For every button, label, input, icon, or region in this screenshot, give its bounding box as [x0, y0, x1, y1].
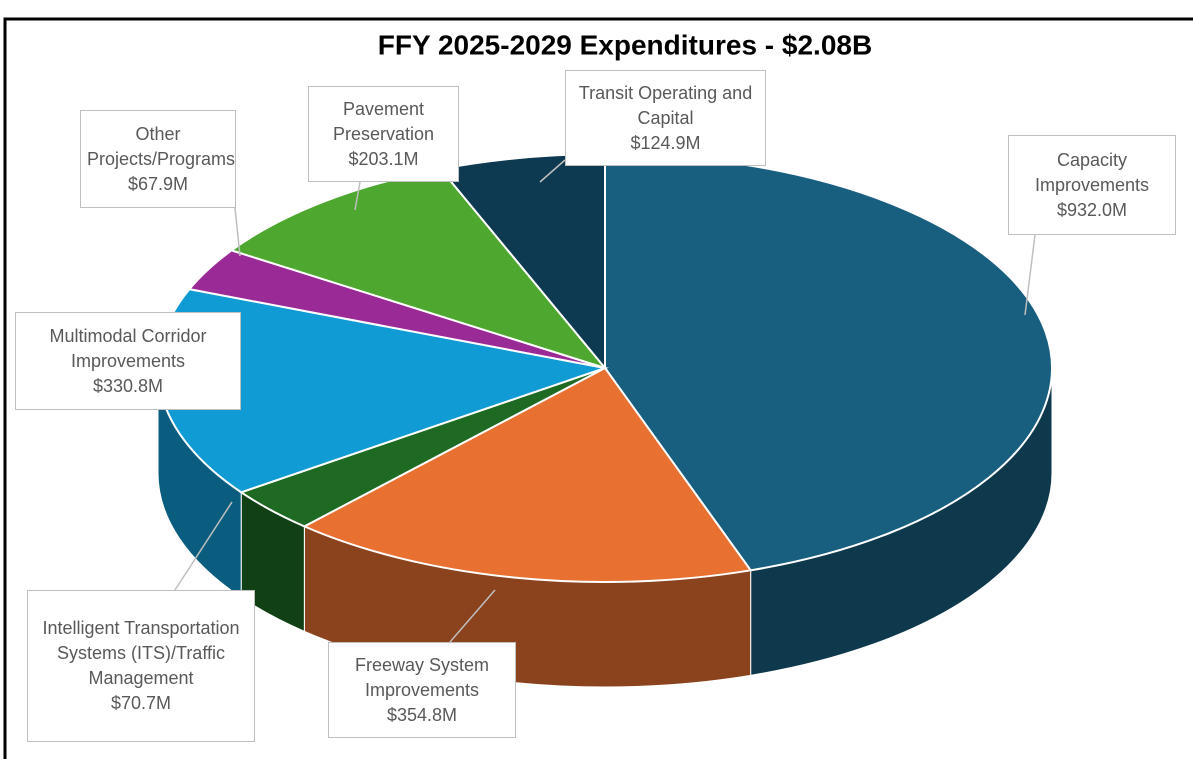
label-name: Freeway System Improvements	[354, 654, 490, 700]
leader-line	[1024, 234, 1036, 316]
leader-line	[449, 589, 496, 643]
data-label: Freeway System Improvements $354.8M	[328, 642, 516, 738]
data-label: Capacity Improvements $932.0M	[1008, 135, 1176, 235]
label-value: $330.8M	[92, 375, 164, 396]
label-value: $354.8M	[386, 704, 458, 725]
leader-line	[174, 501, 233, 591]
leader-line	[354, 181, 361, 211]
slice	[302, 366, 753, 583]
data-label: Other Projects/Programs $67.9M	[80, 110, 236, 208]
data-label: Intelligent Transportation Systems (ITS)…	[27, 590, 255, 742]
leader-line	[234, 207, 241, 257]
data-label: Multimodal Corridor Improvements $330.8M	[15, 312, 241, 410]
label-name: Transit Operating and Capital	[578, 82, 753, 128]
data-label: Pavement Preservation $203.1M	[308, 86, 459, 182]
leader-line	[539, 159, 566, 183]
chart-title: FFY 2025-2029 Expenditures - $2.08B	[378, 29, 872, 60]
label-name: Pavement Preservation	[332, 98, 435, 144]
label-value: $932.0M	[1056, 199, 1128, 220]
data-label: Transit Operating and Capital $124.9M	[565, 70, 766, 166]
chart-frame	[3, 17, 1193, 759]
slice	[604, 152, 1053, 572]
label-name: Other Projects/Programs	[87, 123, 236, 169]
label-value: $203.1M	[348, 148, 419, 169]
label-value: $70.7M	[110, 693, 172, 713]
label-name: Capacity Improvements	[1034, 149, 1150, 195]
label-name: Multimodal Corridor Improvements	[49, 325, 207, 371]
label-name: Intelligent Transportation Systems (ITS)…	[42, 618, 240, 688]
label-value: $124.9M	[630, 132, 701, 153]
label-value: $67.9M	[127, 173, 189, 194]
